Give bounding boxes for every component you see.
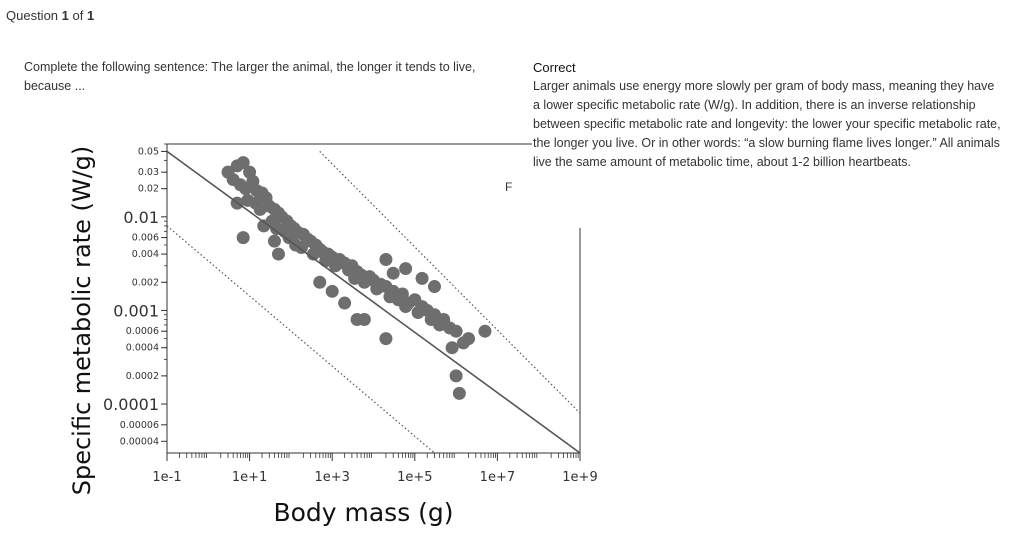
data-point-66 (433, 318, 447, 332)
y-tick-label-12: 0.00006 (120, 420, 159, 431)
y-tick-label-2: 0.02 (138, 184, 159, 195)
upper-bound-line (319, 150, 581, 414)
data-point-14 (253, 202, 267, 216)
data-point-2 (236, 156, 250, 170)
x-tick-label-0: 1e-1 (152, 470, 181, 485)
y-tick-label-4: 0.006 (132, 233, 159, 244)
y-tick-label-6: 0.002 (132, 277, 159, 288)
data-point-75 (415, 271, 429, 285)
data-point-85 (325, 284, 339, 298)
y-tick-label-13: 0.00004 (120, 436, 159, 447)
y-axis-label: Specific metabolic rate (W/g) (68, 146, 96, 496)
data-point-41 (328, 259, 342, 273)
data-point-35 (306, 247, 320, 261)
data-point-82 (357, 313, 371, 327)
data-point-78 (449, 369, 463, 383)
x-tick-label-4: 1e+7 (480, 470, 515, 485)
question-counter-total: 1 (87, 8, 95, 23)
data-point-62 (411, 306, 425, 320)
x-axis-label: Body mass (g) (273, 498, 453, 527)
data-point-88 (267, 234, 281, 248)
stray-char: F (505, 180, 513, 194)
data-point-70 (456, 336, 470, 350)
trend-line (166, 150, 581, 454)
feedback-text: Larger animals use energy more slowly pe… (533, 79, 1001, 169)
data-point-76 (428, 280, 442, 294)
data-point-84 (313, 275, 327, 289)
x-tick-label-5: 1e+9 (562, 470, 597, 485)
x-tick-label-2: 1e+3 (314, 470, 349, 485)
data-point-74 (399, 262, 413, 276)
y-tick-label-5: 0.004 (132, 249, 159, 260)
data-point-52 (370, 282, 384, 296)
data-point-80 (236, 231, 250, 245)
data-point-20 (257, 219, 271, 233)
data-point-77 (478, 324, 492, 338)
data-point-32 (294, 241, 308, 255)
data-point-59 (399, 300, 413, 314)
question-counter-prefix: Question (6, 8, 59, 23)
data-point-86 (338, 296, 352, 310)
data-point-71 (445, 341, 459, 355)
y-tick-label-10: 0.0002 (126, 371, 159, 382)
data-point-73 (379, 253, 393, 267)
data-point-68 (449, 324, 463, 338)
question-counter: Question 1 of 1 (6, 8, 94, 23)
y-tick-label-1: 0.03 (138, 167, 159, 178)
y-tick-label-7: 0.001 (113, 301, 159, 320)
data-point-83 (379, 332, 393, 346)
y-tick-label-0: 0.05 (138, 146, 159, 157)
question-counter-current: 1 (61, 8, 69, 23)
data-point-72 (386, 266, 400, 280)
question-counter-sep: of (72, 8, 84, 23)
y-tick-label-8: 0.0006 (126, 326, 159, 337)
data-point-38 (319, 254, 333, 268)
x-tick-label-1: 1e+1 (232, 470, 267, 485)
question-prompt: Complete the following sentence: The lar… (24, 60, 476, 93)
metabolic-rate-chart: 0.05 0.03 0.02 0.01 0.006 0.004 0.002 0.001 0.00… (68, 143, 598, 527)
y-tick-label-3: 0.01 (123, 208, 159, 227)
feedback-status: Correct (533, 60, 576, 75)
data-point-79 (452, 386, 466, 400)
data-point-87 (271, 247, 285, 261)
x-tick-label-3: 1e+5 (397, 470, 432, 485)
y-tick-label-11: 0.0001 (103, 395, 159, 414)
feedback-panel: Correct Larger animals use energy more s… (533, 58, 1003, 172)
data-point-49 (357, 275, 371, 289)
lower-bound-line (166, 225, 435, 454)
y-tick-label-9: 0.0004 (126, 343, 159, 354)
